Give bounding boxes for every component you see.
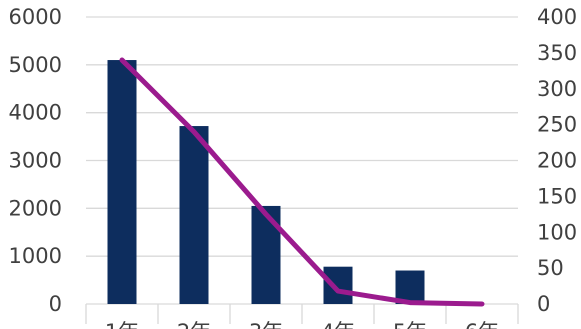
gridlines	[85, 16, 519, 324]
x-category-label: 5年	[393, 320, 427, 329]
line-series-path	[119, 57, 485, 307]
x-category-label: 1年	[105, 320, 139, 329]
right-tick-label: 200	[537, 149, 577, 173]
right-tick-label: 150	[537, 184, 577, 208]
right-tick-label: 250	[537, 113, 577, 137]
left-tick-label: 1000	[9, 244, 62, 268]
right-axis-ticks: 0 50 100 150 200 250 300 350 400	[537, 5, 577, 316]
right-tick-label: 50	[537, 256, 564, 280]
bar	[251, 205, 281, 304]
bar-series	[107, 60, 425, 304]
left-tick-label: 6000	[9, 5, 62, 29]
left-tick-label: 3000	[9, 149, 62, 173]
left-tick-label: 0	[49, 292, 62, 316]
right-tick-label: 300	[537, 77, 577, 101]
x-category-label: 2年	[177, 320, 211, 329]
right-tick-label: 350	[537, 41, 577, 65]
left-tick-label: 5000	[9, 53, 62, 77]
bar	[179, 126, 209, 304]
right-tick-label: 400	[537, 5, 577, 29]
right-tick-label: 100	[537, 220, 577, 244]
right-tick-label: 0	[537, 292, 550, 316]
left-axis-ticks: 0 1000 2000 3000 4000 5000 6000	[9, 5, 62, 316]
left-tick-label: 2000	[9, 196, 62, 220]
x-category-label: 6年	[465, 320, 499, 329]
left-tick-label: 4000	[9, 101, 62, 125]
bar	[323, 266, 353, 304]
x-category-label: 4年	[321, 320, 355, 329]
x-category-label: 3年	[249, 320, 283, 329]
x-axis-labels: 1年 2年 3年 4年 5年 6年	[105, 320, 499, 329]
bar	[395, 270, 425, 304]
bar	[107, 60, 137, 304]
line-series	[119, 57, 485, 307]
